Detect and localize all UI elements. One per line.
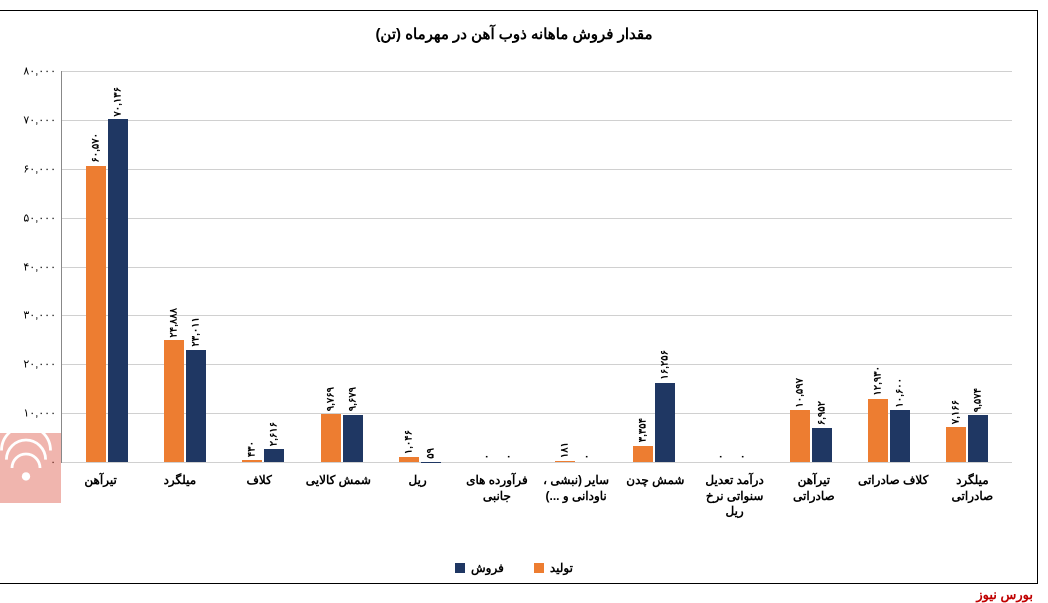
legend-label-prod: تولید	[550, 561, 573, 575]
bar-prod: ۱۰,۵۹۷	[790, 410, 810, 462]
bar-prod: ۷,۱۶۶	[946, 427, 966, 462]
y-tick-label: ۲۰,۰۰۰	[4, 358, 56, 371]
bar-sales: ۹,۵۷۴	[968, 415, 988, 462]
category-group: ۰۰	[693, 71, 771, 462]
bar-value-label: ۷۰,۱۳۶	[113, 87, 124, 120]
bar-prod: ۹,۷۶۹	[321, 414, 341, 462]
bar-value-label: ۲۴,۸۸۸	[169, 308, 180, 341]
bar-value-label: ۹,۶۷۹	[347, 387, 358, 414]
bar-value-label: ۵۹	[425, 448, 436, 462]
legend-label-sales: فروش	[471, 561, 504, 575]
y-tick-label: ۵۰,۰۰۰	[4, 211, 56, 224]
chart-container: مقدار فروش ماهانه ذوب آهن در مهرماه (تن)…	[0, 10, 1038, 584]
category-group: ۵۹ ۱,۰۴۶	[381, 71, 459, 462]
bar-value-label: ۷,۱۶۶	[950, 400, 961, 427]
bar-sales: ۲,۶۱۶	[264, 449, 284, 462]
y-tick-label: ۷۰,۰۰۰	[4, 113, 56, 126]
x-tick-label: کلاف	[220, 468, 299, 553]
x-tick-label: سایر (نبشی ، ناودانی و ...)	[537, 468, 616, 553]
bar-value-label: ۶,۹۵۲	[816, 401, 827, 428]
bar-value-label: ۲۳,۰۱۱	[191, 317, 202, 350]
category-group: ۲,۶۱۶۴۳۰	[224, 71, 302, 462]
bar-prod: ۱۸۱	[555, 461, 575, 462]
bar-value-label: ۰	[503, 454, 514, 462]
category-group: ۱۰,۶۰۰۱۲,۹۳۰	[850, 71, 928, 462]
bar-value-label: ۱۸۱	[560, 442, 571, 461]
bar-value-label: ۰	[738, 454, 749, 462]
plot-area: ۰۱۰,۰۰۰۲۰,۰۰۰۳۰,۰۰۰۴۰,۰۰۰۵۰,۰۰۰۶۰,۰۰۰۷۰,…	[61, 71, 1012, 463]
legend: فروش تولید	[0, 561, 1037, 575]
category-group: ۱۶,۲۵۶۳,۳۵۴	[615, 71, 693, 462]
bar-value-label: ۱۲,۹۳۰	[872, 366, 883, 399]
bar-prod: ۶۰,۵۷۰	[86, 166, 106, 462]
y-tick-label: ۳۰,۰۰۰	[4, 309, 56, 322]
category-group: ۰ ۱۸۱	[537, 71, 615, 462]
watermark-logo	[0, 433, 61, 503]
y-tick-label: ۱۰,۰۰۰	[4, 407, 56, 420]
bar-sales: ۱۶,۲۵۶	[655, 383, 675, 462]
bar-value-label: ۱,۰۴۶	[403, 430, 414, 457]
bar-sales: ۶,۹۵۲	[812, 428, 832, 462]
bar-value-label: ۰	[716, 454, 727, 462]
bar-value-label: ۰	[481, 454, 492, 462]
bar-value-label: ۹,۵۷۴	[972, 388, 983, 415]
bars-row: ۷۰,۱۳۶۶۰,۵۷۰۲۳,۰۱۱۲۴,۸۸۸۲,۶۱۶۴۳۰۹,۶۷۹۹,۷…	[62, 71, 1012, 462]
category-group: ۰۰	[459, 71, 537, 462]
category-group: ۲۳,۰۱۱۲۴,۸۸۸	[146, 71, 224, 462]
bar-value-label: ۲,۶۱۶	[269, 422, 280, 449]
bar-value-label: ۳,۳۵۴	[638, 418, 649, 445]
x-tick-label: میلگرد	[140, 468, 219, 553]
x-tick-label: تیرآهن صادراتی	[774, 468, 853, 553]
bar-value-label: ۰	[582, 454, 593, 462]
bar-value-label: ۶۰,۵۷۰	[91, 133, 102, 166]
bar-value-label: ۱۰,۵۹۷	[794, 378, 805, 411]
bar-value-label: ۹,۷۶۹	[325, 387, 336, 414]
x-tick-label: فرآورده های جانبی	[457, 468, 536, 553]
bar-sales: ۷۰,۱۳۶	[108, 119, 128, 462]
bar-sales: ۹,۶۷۹	[343, 415, 363, 462]
bar-value-label: ۱۰,۶۰۰	[894, 378, 905, 411]
legend-item-prod: تولید	[534, 561, 573, 575]
y-tick-label: ۶۰,۰۰۰	[4, 162, 56, 175]
bar-prod: ۱,۰۴۶	[399, 457, 419, 462]
x-tick-label: میلگرد صادراتی	[933, 468, 1012, 553]
x-tick-label: درآمد تعدیل سنواتی نرخ ریل	[695, 468, 774, 553]
bar-prod: ۳,۳۵۴	[633, 446, 653, 462]
legend-swatch-sales	[455, 563, 465, 573]
bar-prod: ۱۲,۹۳۰	[868, 399, 888, 462]
x-tick-label: تیرآهن	[61, 468, 140, 553]
chart-title: مقدار فروش ماهانه ذوب آهن در مهرماه (تن)	[0, 11, 1037, 51]
category-group: ۹,۶۷۹۹,۷۶۹	[303, 71, 381, 462]
category-group: ۷۰,۱۳۶۶۰,۵۷۰	[68, 71, 146, 462]
bar-sales: ۲۳,۰۱۱	[186, 350, 206, 462]
x-tick-label: ریل	[378, 468, 457, 553]
legend-item-sales: فروش	[455, 561, 504, 575]
bar-sales: ۱۰,۶۰۰	[890, 410, 910, 462]
x-axis-labels: تیرآهنمیلگردکلافشمش کالاییریلفرآورده های…	[61, 468, 1012, 553]
gridline	[62, 462, 1012, 463]
x-tick-label: کلاف صادراتی	[854, 468, 933, 553]
y-tick-label: ۴۰,۰۰۰	[4, 260, 56, 273]
bar-prod: ۴۳۰	[242, 460, 262, 462]
category-group: ۶,۹۵۲۱۰,۵۹۷	[772, 71, 850, 462]
legend-swatch-prod	[534, 563, 544, 573]
bar-value-label: ۱۶,۲۵۶	[660, 350, 671, 383]
x-tick-label: شمش چدن	[616, 468, 695, 553]
category-group: ۹,۵۷۴۷,۱۶۶	[928, 71, 1006, 462]
brand-text: بورس نیوز	[976, 587, 1033, 603]
x-tick-label: شمش کالایی	[299, 468, 378, 553]
bar-prod: ۲۴,۸۸۸	[164, 340, 184, 462]
y-tick-label: ۸۰,۰۰۰	[4, 65, 56, 78]
bar-value-label: ۴۳۰	[247, 441, 258, 460]
